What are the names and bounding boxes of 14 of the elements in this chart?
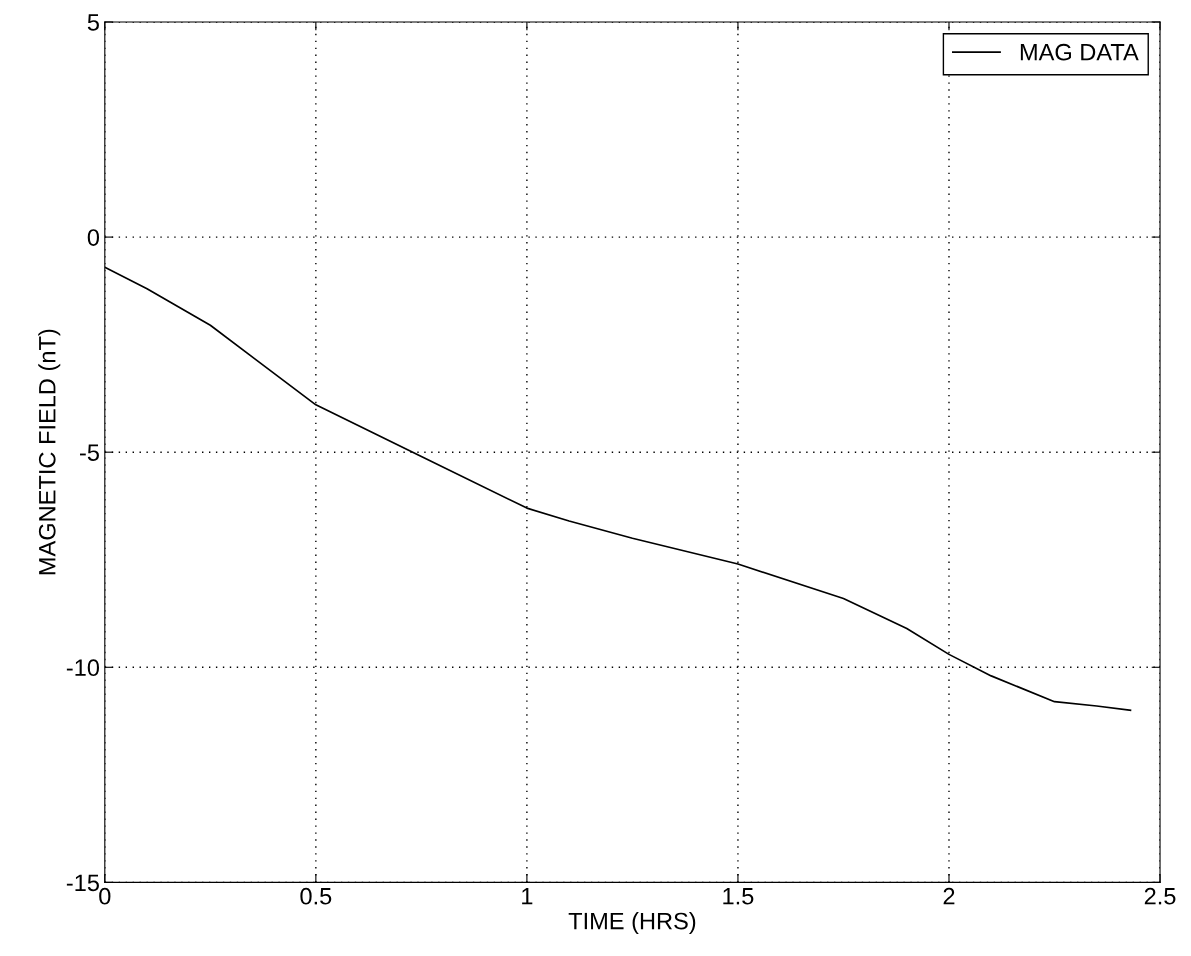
x-axis-title: TIME (HRS)	[568, 912, 696, 935]
legend-label: MAG DATA	[1020, 43, 1139, 61]
x-tick-label: 0.5	[300, 887, 332, 905]
x-tick-label: 0	[99, 887, 111, 905]
x-tick-label: 1	[522, 888, 533, 905]
x-tick-label: 2	[943, 887, 955, 905]
y-axis-title: MAGNETIC FIELD (nT)	[38, 329, 61, 575]
y-tick-label: -15	[66, 874, 99, 892]
y-tick-label: -5	[80, 444, 99, 461]
x-tick-label: 2.5	[1144, 887, 1176, 905]
x-tick-label: 1.5	[723, 888, 754, 905]
y-tick-label: 0	[87, 229, 100, 246]
y-tick-label: 5	[87, 14, 99, 31]
y-tick-label: -10	[66, 659, 100, 677]
